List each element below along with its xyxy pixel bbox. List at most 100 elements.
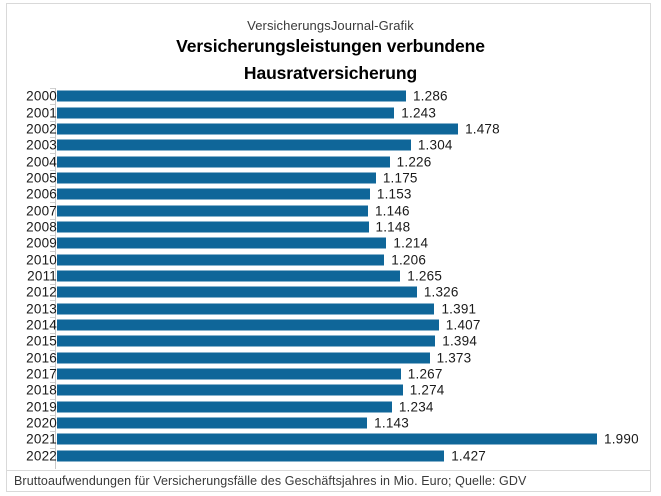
bar-group-2015: 1.394 [57,334,477,349]
bar-value-label-2014: 1.407 [445,317,481,333]
axis-tick-mark [50,365,55,367]
bar-2001 [57,107,395,119]
axis-tick-mark [50,316,55,318]
chart-bar-row: 2019 1.234 [0,398,661,415]
axis-tick-mark [50,333,55,335]
chart-bar-row: 2004 1.226 [0,153,661,169]
category-label-2019: 2019 [26,399,57,415]
category-label-2009: 2009 [26,235,57,251]
bar-value-label-2006: 1.153 [376,186,412,202]
axis-tick-mark [50,169,55,171]
bar-value-label-2009: 1.214 [393,235,429,251]
chart-bar-row: 2018 1.274 [0,382,661,398]
chart-plot-area: 2000 1.286 2001 1.243 2002 1.478 2003 1.304 2004… [0,88,661,469]
bar-value-label-2018: 1.274 [409,382,445,398]
axis-tick-mark [50,349,55,351]
bar-group-2012: 1.326 [57,284,459,300]
bar-group-2006: 1.153 [57,186,412,202]
chart-title-line-2: Hausratversicherung [243,63,418,83]
chart-bar-row: 2010 1.206 [0,251,661,267]
bar-value-label-2010: 1.206 [391,252,427,268]
axis-tick-mark [50,267,55,269]
bar-2009 [57,237,387,249]
chart-bar-row: 2017 1.267 [0,365,661,382]
bar-group-2009: 1.214 [57,235,429,251]
bar-group-2000: 1.286 [57,88,448,104]
bar-2019 [57,401,392,413]
bar-group-2003: 1.304 [57,137,453,153]
category-label-2010: 2010 [26,252,57,268]
category-label-2018: 2018 [26,382,57,398]
category-label-2013: 2013 [26,301,57,317]
bar-value-label-2022: 1.427 [451,448,487,464]
chart-footnote: Bruttoaufwendungen für Versicherungsfäll… [14,474,527,488]
bar-2000 [57,90,406,102]
chart-bar-row: 2009 1.214 [0,235,661,251]
bar-group-2005: 1.175 [57,170,418,186]
category-label-2006: 2006 [26,186,57,202]
bar-group-2017: 1.267 [57,366,443,382]
bar-group-2019: 1.234 [57,399,434,415]
category-label-2012: 2012 [26,284,57,300]
bar-group-2001: 1.243 [57,105,437,121]
bar-value-label-2016: 1.373 [436,350,472,366]
bar-2004 [57,156,390,168]
category-label-2007: 2007 [26,203,57,219]
bar-group-2013: 1.391 [57,301,476,316]
chart-bar-row: 2002 1.478 [0,120,661,137]
bar-value-label-2008: 1.148 [375,219,411,235]
bar-value-label-2017: 1.267 [407,366,443,382]
chart-bar-row: 2020 1.143 [0,414,661,431]
bar-group-2016: 1.373 [57,350,472,366]
axis-tick-mark [50,398,55,400]
category-label-2001: 2001 [26,105,57,121]
bar-2011 [57,270,401,282]
axis-tick-mark [50,431,55,433]
axis-tick-mark [50,202,55,204]
bar-2020 [57,417,368,429]
bar-value-label-2021: 1.990 [604,431,639,447]
chart-bar-row: 2005 1.175 [0,169,661,186]
axis-tick-mark [50,120,55,122]
axis-tick-mark [50,235,55,237]
axis-tick-mark [50,218,55,220]
chart-bar-row: 2012 1.326 [0,284,661,300]
category-label-2016: 2016 [26,350,57,366]
bar-2015 [57,335,436,347]
bar-value-label-2020: 1.143 [374,415,409,431]
bar-value-label-2019: 1.234 [398,399,434,415]
bar-group-2022: 1.427 [57,448,487,464]
axis-tick-mark [50,137,55,139]
chart-bar-row: 2007 1.146 [0,202,661,218]
bar-group-2004: 1.226 [57,154,431,169]
axis-tick-mark [50,414,55,416]
chart-bar-row: 2006 1.153 [0,186,661,202]
category-label-2015: 2015 [26,333,57,349]
axis-tick-mark [50,251,55,253]
chart-bar-row: 2011 1.265 [0,267,661,284]
axis-tick-mark [50,153,55,155]
bar-value-label-2003: 1.304 [417,137,453,153]
bar-value-label-2000: 1.286 [412,88,448,104]
bar-value-label-2012: 1.326 [423,284,459,300]
bar-2010 [57,254,385,266]
bar-value-label-2011: 1.265 [407,268,443,284]
chart-bar-row: 2013 1.391 [0,300,661,316]
chart-bar-row: 2016 1.373 [0,349,661,366]
bar-2003 [57,139,411,151]
bar-group-2020: 1.143 [57,415,409,431]
chart-bar-row: 2022 1.427 [0,447,661,464]
chart-bar-row: 2003 1.304 [0,137,661,153]
footer-divider [7,470,650,471]
bar-group-2008: 1.148 [57,219,411,235]
page-title: Versicherungsleistungen verbundene Hausr… [0,33,661,87]
bar-2006 [57,188,370,200]
chart-bar-row: 2000 1.286 [0,88,661,104]
bar-value-label-2005: 1.175 [382,170,418,186]
bar-2002 [57,123,459,135]
chart-bar-row: 2015 1.394 [0,333,661,349]
bar-value-label-2001: 1.243 [401,105,437,121]
bar-2014 [57,319,439,331]
axis-tick-mark [50,300,55,302]
category-label-2005: 2005 [26,170,57,186]
